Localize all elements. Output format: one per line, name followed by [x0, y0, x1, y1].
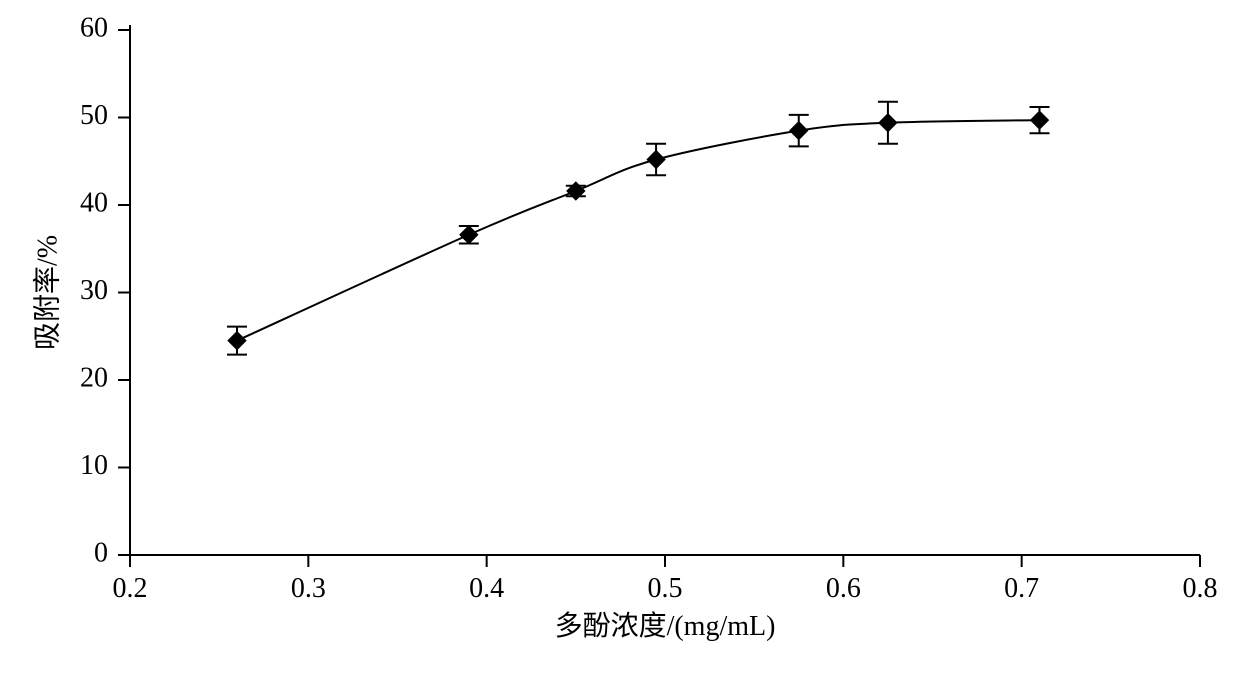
- y-tick-label: 30: [80, 275, 108, 306]
- x-tick-label: 0.7: [1004, 573, 1039, 604]
- chart-background: [0, 0, 1240, 686]
- x-tick-label: 0.8: [1183, 573, 1218, 604]
- x-tick-label: 0.5: [648, 573, 683, 604]
- x-tick-label: 0.3: [291, 573, 326, 604]
- y-tick-label: 60: [80, 12, 108, 43]
- y-tick-label: 0: [94, 537, 108, 568]
- y-tick-label: 50: [80, 100, 108, 131]
- x-tick-label: 0.2: [113, 573, 148, 604]
- y-tick-label: 40: [80, 187, 108, 218]
- y-axis-label: 吸附率/%: [31, 235, 63, 350]
- chart-container: 0.2 0.3 0.4 0.5 0.6 0.7 0.8 0 10 20 30 40 50 60 多酚浓度/(…: [0, 0, 1240, 686]
- y-tick-label: 20: [80, 362, 108, 393]
- adsorption-chart: 0.2 0.3 0.4 0.5 0.6 0.7 0.8 0 10 20 30 40 50 60 多酚浓度/(…: [0, 0, 1240, 686]
- x-tick-label: 0.4: [469, 573, 504, 604]
- x-tick-label: 0.6: [826, 573, 861, 604]
- x-axis-label: 多酚浓度/(mg/mL): [555, 610, 776, 642]
- y-tick-label: 10: [80, 450, 108, 481]
